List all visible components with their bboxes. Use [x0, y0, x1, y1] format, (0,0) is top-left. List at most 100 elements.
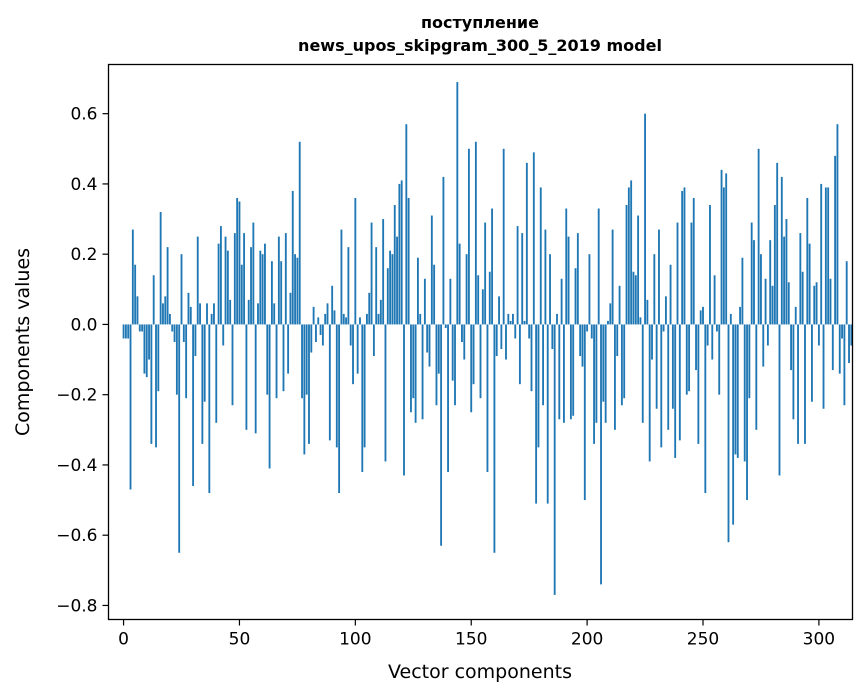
bar-component-131: [426, 324, 429, 353]
bar-component-308: [836, 124, 839, 325]
bar-component-83: [315, 324, 317, 342]
y-tick-label: 0.0: [70, 315, 97, 335]
y-axis-ticks: −0.8 −0.6 −0.4 −0.2 0.0 0.2 0.4 0.6: [56, 105, 109, 616]
bar-component-78: [303, 324, 306, 455]
bar-component-272: [753, 240, 755, 325]
bar-component-211: [611, 229, 614, 325]
bar-component-252: [706, 324, 709, 346]
bar-component-233: [662, 324, 665, 332]
bar-component-242: [683, 187, 686, 325]
bar-component-101: [356, 324, 359, 374]
bar-component-61: [264, 243, 266, 325]
bar-component-220: [632, 271, 635, 325]
bar-component-226: [646, 299, 649, 325]
bar-component-302: [822, 324, 825, 409]
bar-component-51: [240, 264, 243, 325]
bar-component-305: [829, 278, 832, 325]
bar-component-47: [231, 324, 234, 406]
bar-component-303: [824, 187, 827, 325]
bar-component-231: [658, 229, 660, 325]
bar-component-167: [509, 320, 512, 325]
bar-component-280: [771, 285, 774, 325]
bar-component-205: [597, 208, 600, 325]
bar-component-185: [551, 324, 554, 350]
bar-component-221: [634, 275, 637, 325]
bar-component-118: [396, 236, 398, 325]
bar-component-243: [685, 324, 688, 395]
y-tick-label: −0.6: [56, 526, 97, 546]
bar-component-180: [539, 187, 542, 325]
bar-component-98: [349, 324, 352, 346]
bar-component-312: [845, 261, 848, 325]
bar-component-151: [472, 324, 475, 385]
bar-component-206: [600, 324, 602, 585]
chart-subtitle: news_upos_skipgram_300_5_2019 model: [298, 36, 662, 55]
bar-component-50: [238, 201, 241, 325]
bar-component-288: [790, 324, 792, 371]
bar-component-311: [843, 324, 846, 406]
bar-component-68: [280, 261, 283, 325]
bar-component-285: [783, 236, 786, 325]
bar-component-119: [398, 183, 401, 325]
bar-component-213: [616, 324, 619, 357]
bar-component-195: [574, 268, 577, 325]
bar-component-124: [410, 324, 412, 413]
bar-component-28: [187, 292, 190, 325]
bar-component-32: [196, 236, 199, 325]
bar-component-292: [799, 233, 802, 325]
bar-component-127: [416, 257, 419, 325]
bar-component-147: [463, 324, 466, 360]
bar-component-85: [319, 324, 322, 335]
bar-component-49: [236, 197, 239, 325]
bar-component-224: [641, 324, 644, 423]
bar-component-62: [266, 324, 269, 395]
y-axis-label: Components values: [12, 248, 34, 436]
bar-component-271: [750, 222, 753, 325]
bar-component-283: [778, 324, 781, 476]
bar-component-92: [335, 324, 338, 448]
bar-component-44: [224, 236, 227, 325]
bar-component-261: [727, 324, 730, 543]
bar-component-79: [305, 324, 308, 395]
bar-component-18: [164, 296, 167, 325]
bar-component-54: [247, 299, 250, 325]
bar-component-106: [368, 292, 371, 325]
bar-component-123: [407, 197, 410, 325]
bar-component-40: [215, 324, 218, 423]
bar-component-207: [602, 324, 605, 402]
bar-component-301: [820, 183, 823, 325]
bar-component-153: [477, 275, 480, 325]
bar-component-27: [185, 324, 188, 399]
bar-component-273: [755, 324, 758, 430]
bar-component-282: [776, 162, 779, 325]
bar-component-144: [456, 82, 459, 325]
bar-component-31: [194, 324, 197, 357]
bar-component-126: [414, 324, 417, 423]
bar-component-216: [623, 324, 626, 399]
x-tick-label: 50: [229, 630, 251, 650]
bar-component-108: [372, 324, 375, 357]
bar-component-57: [254, 324, 257, 434]
bar-component-204: [595, 324, 598, 423]
y-tick-label: −0.2: [56, 386, 97, 406]
bar-component-235: [667, 324, 670, 430]
bar-component-159: [491, 208, 494, 325]
bar-component-129: [421, 324, 424, 420]
bar-component-264: [734, 324, 737, 455]
bar-component-251: [704, 324, 707, 494]
bar-component-26: [182, 324, 185, 342]
bar-component-210: [609, 303, 612, 325]
x-axis-label: Vector components: [388, 661, 572, 683]
bar-component-270: [748, 324, 751, 399]
bar-component-214: [618, 285, 621, 325]
bar-component-275: [760, 254, 762, 325]
bar-component-246: [692, 197, 695, 325]
bar-component-250: [702, 306, 704, 325]
bar-component-173: [523, 320, 526, 325]
bar-component-164: [502, 148, 505, 325]
bar-component-254: [711, 324, 714, 360]
bar-component-191: [565, 208, 568, 325]
bar-component-278: [766, 324, 769, 346]
bar-component-309: [838, 324, 841, 374]
bar-component-227: [648, 324, 651, 462]
